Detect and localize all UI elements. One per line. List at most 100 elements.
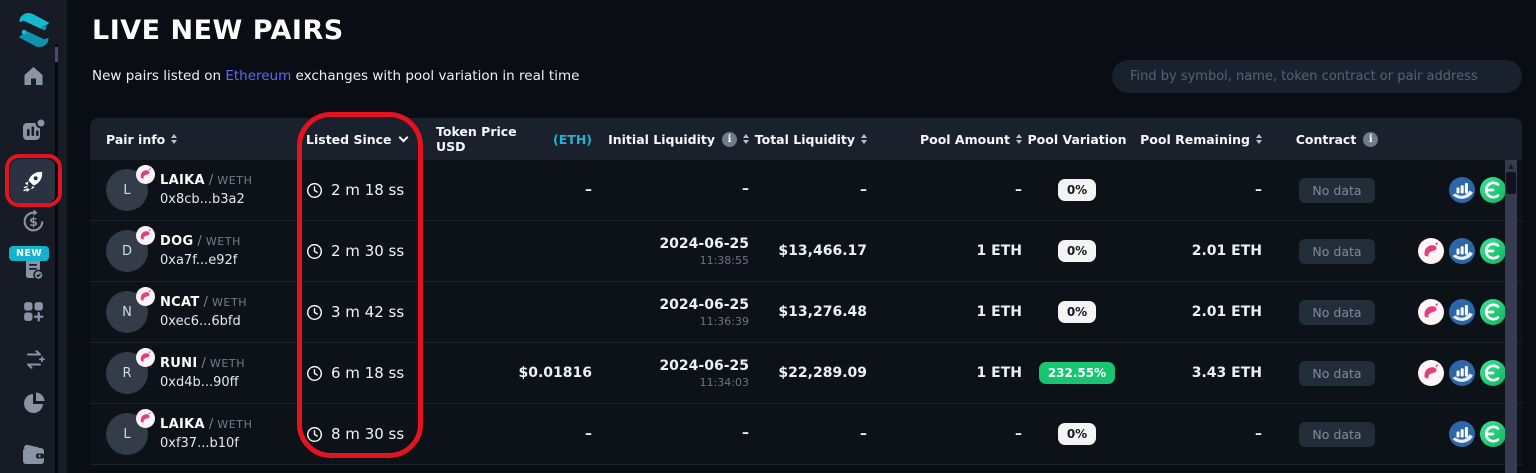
rocket-icon (23, 171, 43, 192)
clock-icon (306, 243, 323, 259)
chart-link-icon[interactable] (1449, 177, 1475, 203)
ethereum-link[interactable]: Ethereum (225, 68, 292, 84)
contract-status-badge: No data (1299, 360, 1375, 386)
token-price-cell: $0.01816 (518, 365, 592, 381)
pair-address: 0xa7f...e92f (160, 253, 238, 268)
pool-remaining-cell: 2.01 ETH (1191, 243, 1262, 259)
chart-link-icon[interactable] (1449, 360, 1475, 386)
pair-separator: / (208, 173, 214, 188)
table-scrollbar-thumb[interactable] (1506, 172, 1516, 194)
info-icon[interactable] (1363, 131, 1379, 147)
pair-address: 0x8cb...b3a2 (160, 192, 245, 207)
chart-link-icon[interactable] (1449, 299, 1475, 325)
clock-icon (306, 304, 323, 320)
header-pair-info[interactable]: Pair info (106, 132, 306, 147)
total-liquidity-cell: – (860, 426, 867, 442)
variation-badge: 0% (1057, 301, 1097, 323)
etherscan-link-icon[interactable] (1480, 299, 1506, 325)
home-icon (24, 67, 43, 85)
etherscan-link-icon[interactable] (1480, 360, 1506, 386)
contract-status-badge: No data (1299, 421, 1375, 447)
svg-text:$: $ (29, 214, 38, 229)
pool-remaining-cell: 2.01 ETH (1191, 304, 1262, 320)
listed-since-value: 2 m 18 ss (331, 181, 405, 199)
listed-since-cell: 8 m 30 ss (306, 425, 436, 443)
avatar-letter: D (121, 243, 132, 259)
sidebar-item-stats[interactable] (0, 390, 67, 416)
header-listed-since[interactable]: Listed Since (306, 132, 436, 147)
total-liquidity-cell: $22,289.09 (778, 365, 867, 381)
table-row[interactable]: L LAIKA / WETH 0x8cb...b3a2 2 m 18 ss – – … (90, 160, 1522, 221)
row-links (1412, 177, 1506, 203)
scrollbar-up-arrow-icon[interactable] (1508, 164, 1514, 169)
table-row[interactable]: D DOG / WETH 0xa7f...e92f 2 m 30 ss 2024-0… (90, 221, 1522, 282)
sidebar-item-home[interactable] (0, 64, 67, 88)
header-pool-amount[interactable]: Pool Amount (867, 132, 1022, 147)
contract-status-badge: No data (1299, 299, 1375, 325)
table-row[interactable]: N NCAT / WETH 0xec6...6bfd 3 m 42 ss 2024-… (90, 282, 1522, 343)
chart-link-icon[interactable] (1449, 421, 1475, 447)
swap-arrows-icon (26, 350, 45, 369)
pair-info-cell: N NCAT / WETH 0xec6...6bfd (106, 287, 306, 333)
sidebar-item-multiswap[interactable] (0, 257, 67, 283)
header-token-price: Token Price USD (ETH) (436, 124, 592, 154)
pool-remaining-cell: 3.43 ETH (1191, 365, 1262, 381)
grid-plus-icon (24, 302, 44, 322)
uniswap-badge-icon (136, 409, 155, 428)
sort-icon (1016, 134, 1022, 144)
uniswap-link-icon[interactable] (1418, 299, 1444, 325)
sidebar-item-simple-swap[interactable] (0, 347, 67, 372)
header-pool-remaining[interactable]: Pool Remaining (1132, 132, 1262, 147)
header-initial-liquidity[interactable]: Initial Liquidity (592, 131, 749, 147)
pool-amount-cell: 1 ETH (976, 304, 1022, 320)
info-icon[interactable] (722, 131, 737, 147)
listed-since-cell: 2 m 18 ss (306, 181, 436, 199)
header-total-liquidity[interactable]: Total Liquidity (749, 132, 867, 147)
quote-symbol: WETH (209, 357, 246, 370)
sidebar-item-live-new-pairs[interactable] (10, 159, 56, 203)
chart-candles-icon (22, 117, 46, 140)
etherscan-link-icon[interactable] (1480, 177, 1506, 203)
avatar-letter: L (123, 426, 131, 442)
pie-chart-icon (23, 392, 44, 413)
sidebar-item-wallet[interactable] (0, 440, 67, 470)
chart-link-icon[interactable] (1449, 238, 1475, 264)
contract-cell: No data (1262, 421, 1412, 447)
pair-address: 0xec6...6bfd (160, 314, 241, 329)
dextools-logo[interactable] (0, 8, 67, 52)
quote-symbol: WETH (205, 235, 242, 248)
pool-remaining-cell: – (1255, 182, 1262, 198)
contract-cell: No data (1262, 177, 1412, 203)
listed-since-cell: 3 m 42 ss (306, 303, 436, 321)
initial-liquidity-cell: 2024-06-25 11:36:39 (659, 296, 749, 328)
table-row[interactable]: R RUNI / WETH 0xd4b...90ff 6 m 18 ss $0.01… (90, 343, 1522, 404)
initial-liquidity-cell: 2024-06-25 11:34:03 (659, 357, 749, 389)
pair-address: 0xf37...b10f (160, 436, 239, 451)
token-avatar: L (106, 165, 155, 211)
table-row[interactable]: L LAIKA / WETH 0xf37...b10f 8 m 30 ss – – … (90, 404, 1522, 465)
quote-symbol: WETH (211, 296, 248, 309)
sidebar-item-big-swaps[interactable]: $ (0, 208, 67, 235)
contract-status-badge: No data (1299, 177, 1375, 203)
eth-accent-label: (ETH) (553, 131, 592, 147)
search-input[interactable] (1112, 60, 1522, 93)
sidebar-item-multichart[interactable] (0, 299, 67, 324)
token-price-cell: – (585, 182, 592, 198)
etherscan-link-icon[interactable] (1480, 238, 1506, 264)
pair-address: 0xd4b...90ff (160, 375, 239, 390)
avatar-letter: N (122, 304, 132, 320)
sidebar-item-pair-explorer[interactable] (0, 117, 67, 143)
pool-variation-cell: 232.55% (1022, 362, 1132, 384)
etherscan-link-icon[interactable] (1480, 421, 1506, 447)
uniswap-link-icon[interactable] (1418, 360, 1444, 386)
sidebar-scrollbar-thumb[interactable] (55, 47, 58, 62)
contract-cell: No data (1262, 299, 1412, 325)
token-avatar: N (106, 287, 155, 333)
pair-separator: / (201, 356, 206, 371)
uniswap-link-icon[interactable] (1418, 238, 1444, 264)
token-symbol: LAIKA (160, 173, 205, 188)
variation-badge: 0% (1057, 423, 1097, 445)
token-symbol: NCAT (160, 295, 200, 310)
sort-icon (1256, 134, 1262, 144)
